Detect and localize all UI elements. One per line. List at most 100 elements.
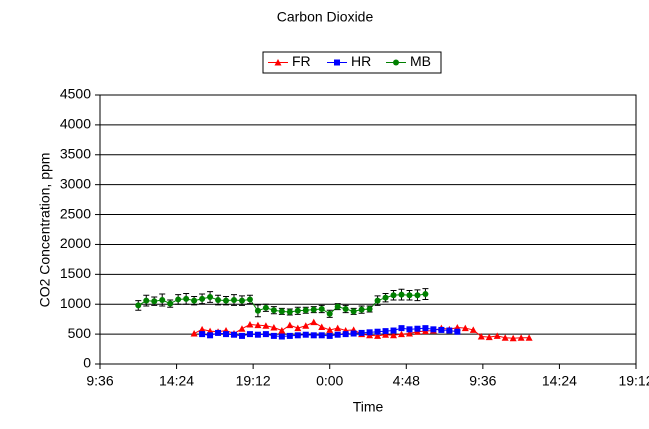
- data-point: [454, 328, 461, 335]
- y-tick-label: 3500: [60, 145, 91, 161]
- data-point: [151, 298, 158, 305]
- data-point: [278, 308, 285, 315]
- y-tick-label: 2500: [60, 205, 91, 221]
- data-point: [167, 300, 174, 307]
- data-point: [175, 296, 182, 303]
- legend-label: MB: [410, 53, 431, 69]
- data-point: [294, 324, 302, 332]
- data-point: [223, 297, 230, 304]
- data-point: [198, 325, 206, 333]
- data-point: [469, 326, 477, 333]
- data-point: [517, 334, 525, 341]
- data-point: [334, 331, 341, 338]
- data-point: [358, 329, 365, 336]
- data-point: [191, 297, 198, 304]
- data-point: [422, 291, 429, 298]
- data-point: [183, 295, 190, 302]
- data-point: [207, 332, 214, 339]
- data-point: [254, 331, 261, 338]
- data-point: [294, 307, 301, 314]
- y-tick-label: 500: [68, 325, 92, 341]
- data-point: [393, 59, 399, 66]
- plot-area: [99, 94, 637, 365]
- data-point: [231, 331, 237, 338]
- y-tick-label: 4000: [60, 116, 91, 132]
- data-point: [406, 292, 413, 299]
- data-point: [406, 326, 413, 333]
- data-point: [159, 297, 166, 304]
- data-point: [398, 325, 405, 332]
- data-point: [326, 332, 333, 339]
- data-point: [374, 297, 381, 304]
- data-point: [318, 332, 325, 339]
- data-point: [422, 325, 429, 332]
- data-point: [302, 331, 309, 338]
- data-point: [270, 332, 277, 339]
- data-point: [318, 306, 325, 313]
- data-point: [302, 322, 310, 329]
- data-point: [326, 310, 333, 317]
- data-point: [294, 332, 301, 339]
- data-point: [501, 334, 509, 341]
- data-point: [398, 330, 405, 338]
- data-point: [318, 323, 326, 330]
- data-point: [286, 332, 293, 339]
- data-point: [438, 326, 445, 333]
- data-point: [238, 332, 245, 339]
- data-point: [223, 331, 230, 338]
- x-tick-label: 14:24: [542, 373, 577, 389]
- data-point: [278, 327, 286, 334]
- data-point: [390, 327, 397, 334]
- data-point: [414, 292, 421, 299]
- data-point: [238, 325, 246, 332]
- data-point: [215, 297, 222, 304]
- data-point: [493, 332, 501, 339]
- data-point: [199, 295, 206, 302]
- data-point: [286, 321, 294, 329]
- data-point: [398, 291, 405, 298]
- data-point: [350, 308, 357, 315]
- x-tick-label: 4:48: [393, 373, 420, 389]
- data-point: [509, 334, 517, 342]
- data-point: [342, 331, 349, 338]
- data-point: [390, 292, 397, 299]
- data-point: [414, 325, 421, 332]
- data-point: [334, 324, 342, 332]
- x-tick-label: 0:00: [316, 373, 343, 389]
- legend-label: HR: [351, 53, 371, 69]
- data-point: [382, 294, 389, 301]
- data-point: [274, 59, 282, 66]
- data-point: [461, 324, 469, 332]
- data-point: [405, 330, 413, 337]
- data-point: [270, 307, 277, 314]
- y-tick-label: 1000: [60, 295, 91, 311]
- data-point: [231, 297, 237, 304]
- data-point: [374, 332, 382, 339]
- data-point: [254, 321, 262, 329]
- data-point: [262, 331, 269, 338]
- data-point: [390, 331, 398, 339]
- data-point: [262, 304, 269, 311]
- data-point: [342, 306, 349, 313]
- legend-box: [262, 51, 442, 74]
- data-point: [350, 330, 357, 337]
- data-point: [254, 307, 261, 314]
- data-point: [477, 333, 485, 340]
- data-point: [382, 328, 389, 335]
- data-point: [286, 308, 293, 315]
- data-point: [310, 306, 317, 313]
- x-tick-label: 14:24: [159, 373, 194, 389]
- y-tick-label: 3000: [60, 175, 91, 191]
- legend-label: FR: [292, 53, 311, 69]
- x-tick-label: 9:36: [86, 373, 113, 389]
- data-point: [334, 303, 341, 310]
- data-point: [310, 318, 318, 326]
- data-point: [374, 328, 381, 335]
- y-axis-label: CO2 Concentration, ppm: [37, 153, 53, 308]
- data-point: [366, 306, 373, 313]
- data-point: [246, 296, 253, 303]
- data-point: [334, 59, 340, 66]
- x-tick-label: 9:36: [469, 373, 496, 389]
- data-point: [238, 297, 245, 304]
- data-point: [525, 334, 533, 341]
